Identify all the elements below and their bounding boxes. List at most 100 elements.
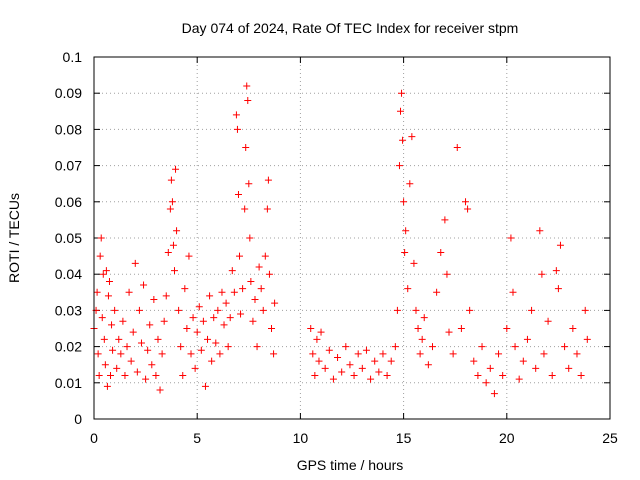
data-point bbox=[445, 328, 453, 336]
data-point bbox=[338, 368, 346, 376]
data-point bbox=[105, 277, 113, 285]
data-point bbox=[201, 382, 209, 390]
data-point bbox=[321, 364, 329, 372]
data-point bbox=[150, 296, 158, 304]
data-point bbox=[270, 350, 278, 358]
data-point bbox=[93, 288, 101, 296]
y-tick-label: 0.08 bbox=[55, 121, 82, 137]
data-point bbox=[375, 368, 383, 376]
data-point bbox=[271, 299, 279, 307]
data-point bbox=[168, 198, 176, 206]
data-point bbox=[528, 306, 536, 314]
data-point bbox=[358, 364, 366, 372]
data-point bbox=[556, 241, 564, 249]
data-point bbox=[433, 288, 441, 296]
data-point bbox=[329, 375, 337, 383]
data-point bbox=[208, 357, 216, 365]
x-tick-label: 25 bbox=[602, 430, 618, 446]
data-point bbox=[253, 343, 261, 351]
data-point bbox=[367, 375, 375, 383]
data-point bbox=[416, 350, 424, 358]
data-point bbox=[464, 205, 472, 213]
data-point bbox=[573, 350, 581, 358]
data-point bbox=[257, 285, 265, 293]
data-point bbox=[402, 227, 410, 235]
data-point bbox=[552, 267, 560, 275]
data-point bbox=[131, 259, 139, 267]
data-point bbox=[561, 343, 569, 351]
data-point bbox=[183, 325, 191, 332]
data-point bbox=[387, 357, 395, 365]
data-point bbox=[245, 180, 253, 188]
data-point bbox=[371, 357, 379, 365]
data-point bbox=[101, 361, 109, 369]
data-point bbox=[210, 314, 218, 322]
data-point bbox=[581, 306, 589, 314]
data-point bbox=[102, 267, 110, 275]
data-point bbox=[189, 314, 197, 322]
data-point bbox=[193, 328, 201, 336]
data-point bbox=[177, 343, 185, 351]
x-tick-label: 20 bbox=[499, 430, 515, 446]
data-point bbox=[315, 357, 323, 365]
x-tick-label: 15 bbox=[396, 430, 412, 446]
data-point bbox=[334, 353, 342, 361]
data-point bbox=[108, 321, 116, 329]
data-point bbox=[393, 306, 401, 314]
data-point bbox=[166, 205, 174, 213]
data-point bbox=[164, 248, 172, 256]
data-point bbox=[342, 343, 350, 351]
y-tick-label: 0.1 bbox=[63, 49, 83, 65]
data-point bbox=[397, 107, 405, 115]
data-point bbox=[268, 325, 276, 332]
data-point bbox=[490, 390, 498, 398]
x-axis-label: GPS time / hours bbox=[297, 457, 404, 473]
data-point bbox=[265, 270, 273, 278]
data-point bbox=[532, 364, 540, 372]
data-point bbox=[391, 343, 399, 351]
data-point bbox=[474, 372, 482, 380]
data-point bbox=[379, 350, 387, 358]
data-point bbox=[398, 89, 406, 97]
y-tick-label: 0.03 bbox=[55, 302, 82, 318]
data-point bbox=[466, 306, 474, 314]
data-point bbox=[160, 317, 168, 325]
data-point bbox=[509, 288, 517, 296]
data-point bbox=[226, 314, 234, 322]
y-tick-label: 0.04 bbox=[55, 266, 82, 282]
y-tick-label: 0.06 bbox=[55, 194, 82, 210]
data-point bbox=[395, 162, 403, 170]
data-point bbox=[222, 299, 230, 307]
data-point bbox=[462, 198, 470, 206]
data-point bbox=[503, 325, 511, 332]
data-point bbox=[237, 310, 245, 318]
data-point bbox=[187, 350, 195, 358]
data-point bbox=[511, 343, 519, 351]
data-point bbox=[418, 335, 426, 343]
data-point bbox=[119, 317, 127, 325]
data-point bbox=[449, 350, 457, 358]
y-tick-label: 0.01 bbox=[55, 375, 82, 391]
data-point bbox=[103, 382, 111, 390]
data-point bbox=[486, 364, 494, 372]
data-point bbox=[133, 368, 141, 376]
data-point bbox=[129, 328, 137, 336]
data-point bbox=[191, 364, 199, 372]
data-point bbox=[325, 346, 333, 354]
data-point bbox=[173, 227, 181, 235]
data-point bbox=[311, 372, 319, 380]
data-point bbox=[408, 133, 416, 141]
data-point bbox=[135, 306, 143, 314]
data-point bbox=[470, 357, 478, 365]
data-point bbox=[224, 343, 232, 351]
data-points bbox=[90, 82, 591, 398]
data-point bbox=[554, 285, 562, 293]
data-point bbox=[414, 325, 422, 332]
data-point bbox=[104, 292, 112, 300]
y-axis-label: ROTI / TECUs bbox=[6, 193, 22, 283]
data-point bbox=[401, 248, 409, 256]
data-point bbox=[241, 205, 249, 213]
data-point bbox=[242, 144, 250, 151]
data-point bbox=[162, 292, 170, 300]
data-point bbox=[220, 321, 228, 329]
